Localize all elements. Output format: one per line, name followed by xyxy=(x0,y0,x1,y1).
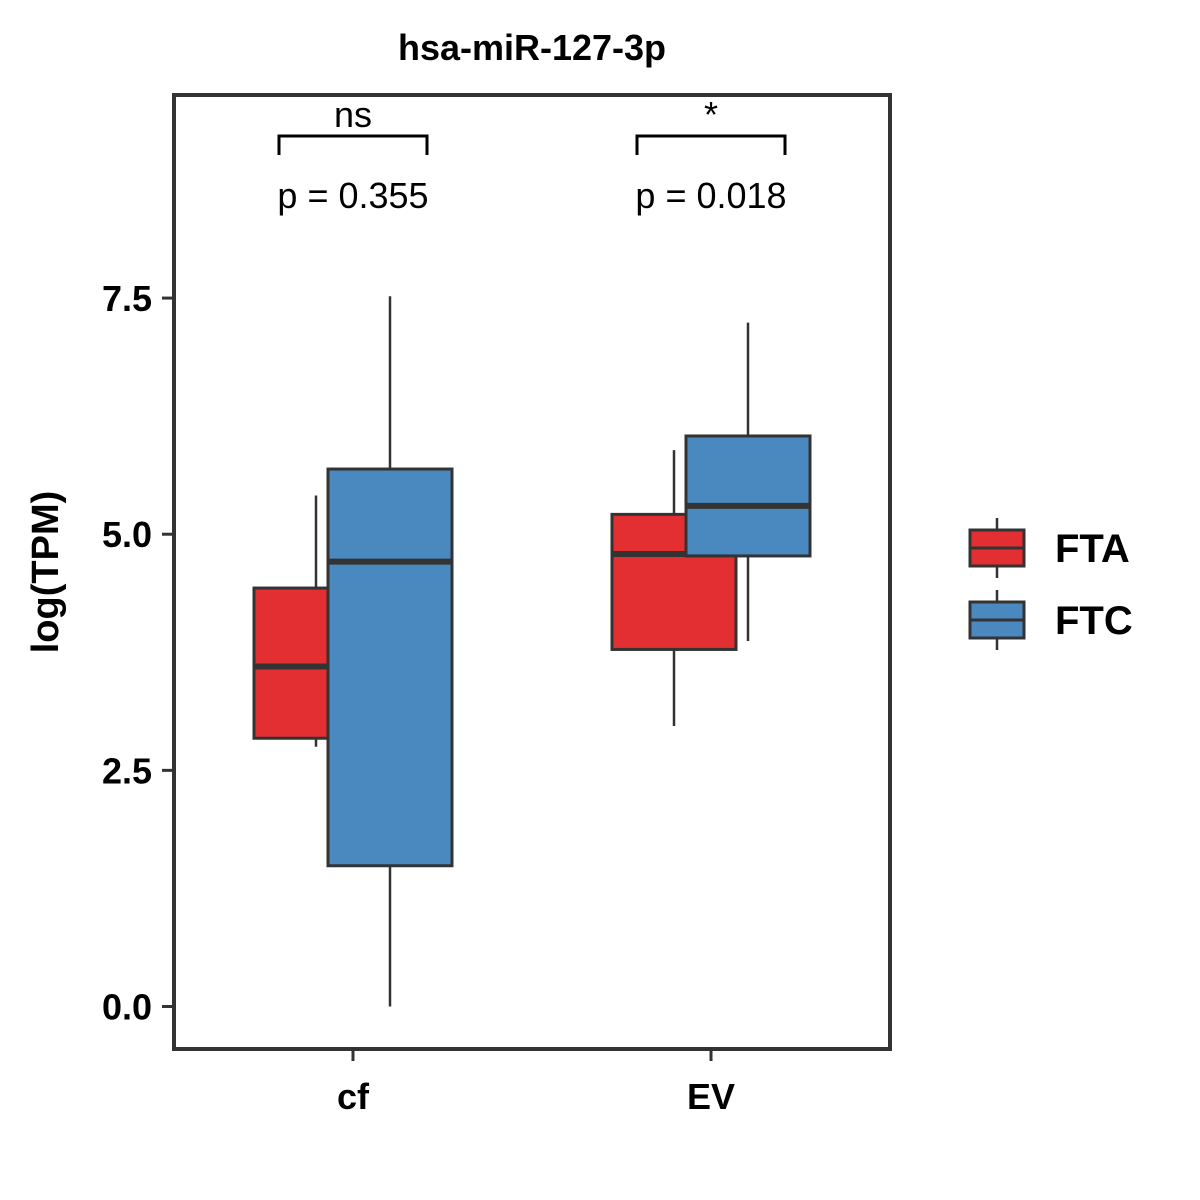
x-tick-label: cf xyxy=(337,1076,370,1117)
legend: FTA FTC xyxy=(968,518,1133,650)
box-ftc-cf xyxy=(326,296,454,1007)
plot-panel xyxy=(172,93,892,1051)
significance-bracket xyxy=(277,134,429,155)
y-tick-label: 5.0 xyxy=(102,514,152,555)
y-axis-title: log(TPM) xyxy=(25,491,67,654)
legend-label: FTA xyxy=(1055,527,1130,571)
legend-item-fta: FTA xyxy=(968,518,1130,578)
annotation-ev: * p = 0.018 xyxy=(635,94,786,216)
chart-marks xyxy=(252,296,812,1007)
p-value-label: p = 0.355 xyxy=(277,175,428,216)
legend-item-ftc: FTC xyxy=(968,590,1133,650)
significance-label: ns xyxy=(334,94,372,135)
annotation-cf: ns p = 0.355 xyxy=(277,94,428,216)
x-axis: cf EV xyxy=(337,1049,735,1117)
y-tick-label: 0.0 xyxy=(102,986,152,1027)
p-value-label: p = 0.018 xyxy=(635,175,786,216)
significance-annotations: ns p = 0.355 * p = 0.018 xyxy=(277,94,786,216)
y-tick-label: 7.5 xyxy=(102,278,152,319)
box-ftc-ev xyxy=(684,322,812,641)
significance-label: * xyxy=(704,94,718,135)
y-tick-label: 2.5 xyxy=(102,750,152,791)
box-body xyxy=(326,467,454,868)
chart-title: hsa-miR-127-3p xyxy=(398,27,666,68)
y-axis: 0.0 2.5 5.0 7.5 xyxy=(102,278,174,1027)
x-tick-label: EV xyxy=(687,1076,735,1117)
box-body xyxy=(684,434,812,558)
significance-bracket xyxy=(635,134,787,155)
legend-label: FTC xyxy=(1055,599,1133,643)
